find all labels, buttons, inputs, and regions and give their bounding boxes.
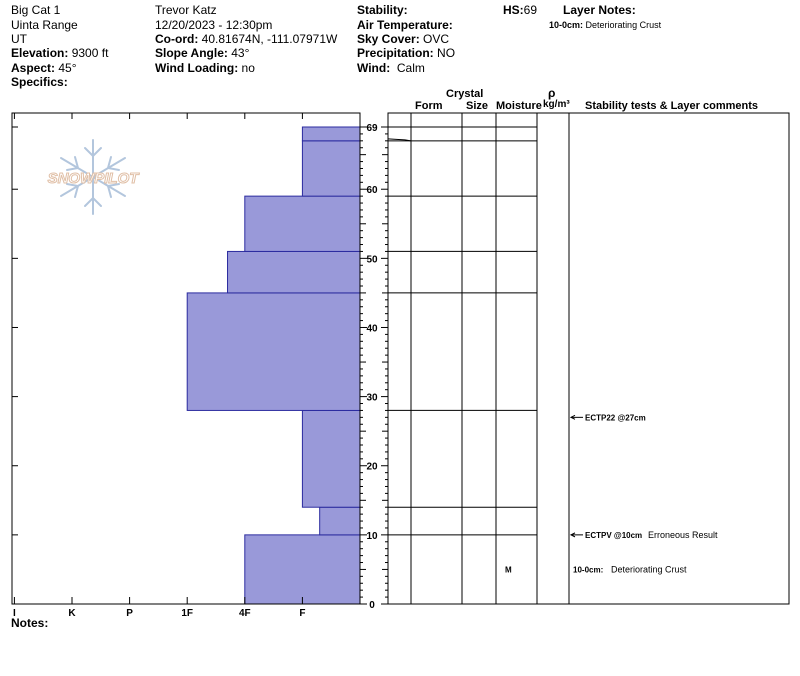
snowpilot-logo: SNOWPILOT bbox=[47, 139, 141, 215]
precip-value: NO bbox=[437, 46, 456, 60]
depth-tick-label: 40 bbox=[366, 323, 378, 334]
slope-label: Slope Angle: bbox=[155, 46, 228, 60]
hardness-bar-7 bbox=[301, 126, 361, 142]
sky-value: OVC bbox=[423, 32, 450, 46]
depth-tick-label: 69 bbox=[366, 123, 378, 134]
hardness-bar-4 bbox=[227, 250, 361, 294]
precip-label: Precipitation: bbox=[357, 46, 434, 60]
wind-loading-value: no bbox=[241, 61, 255, 75]
depth-tick-label: 60 bbox=[366, 185, 378, 196]
hardness-bar-1 bbox=[319, 506, 361, 536]
notes-label: Notes: bbox=[11, 616, 49, 630]
hardness-tick-label: 4F bbox=[239, 608, 251, 619]
depth-tick-labels: 0 10 20 30 40 50 60 69 bbox=[366, 123, 378, 611]
layer-note-text: Deteriorating Crust bbox=[585, 20, 662, 30]
wind-loading-row: Wind Loading: no bbox=[155, 61, 255, 75]
aspect-value: 45° bbox=[58, 61, 77, 75]
depth-tick-label: 30 bbox=[366, 393, 378, 404]
depth-ticks-right bbox=[381, 126, 388, 605]
annotations: M ECTP22 @27cm ECTPV @10cm Erroneous Result… bbox=[505, 413, 718, 574]
precip-row: Precipitation: NO bbox=[357, 46, 455, 60]
sky-row: Sky Cover: OVC bbox=[357, 32, 449, 46]
wind-label: Wind: bbox=[357, 61, 391, 75]
layer-comment-text: Deteriorating Crust bbox=[611, 564, 687, 574]
state: UT bbox=[11, 32, 27, 46]
hs-label: HS: bbox=[503, 3, 524, 17]
hardness-bar-2 bbox=[301, 409, 361, 508]
stability-test-code: ECTPV @10cm bbox=[585, 531, 642, 540]
depth-tick-label: 10 bbox=[366, 531, 378, 542]
moisture-label: M bbox=[505, 565, 512, 574]
observation-datetime: 12/20/2023 - 12:30pm bbox=[155, 18, 273, 32]
depth-tick-label: 20 bbox=[366, 462, 378, 473]
mountain-range: Uinta Range bbox=[11, 18, 78, 32]
coord-value: 40.81674N, -111.07971W bbox=[201, 32, 338, 46]
hardness-bar-3 bbox=[186, 292, 361, 411]
wind-loading-label: Wind Loading: bbox=[155, 61, 239, 75]
hardness-tick-label: K bbox=[68, 608, 76, 619]
size-header: Size bbox=[466, 100, 489, 112]
elevation-value: 9300 ft bbox=[71, 46, 109, 60]
depth-tick-label: 50 bbox=[366, 254, 378, 265]
hs-row: HS:69 bbox=[503, 3, 537, 17]
hardness-tick-label: P bbox=[126, 608, 133, 619]
stability-test-comment: Erroneous Result bbox=[648, 530, 718, 540]
hardness-tick-label: F bbox=[299, 608, 305, 619]
arrow-head-icon bbox=[569, 532, 576, 538]
elevation-label: Elevation: bbox=[11, 46, 69, 60]
hardness-bar-0 bbox=[244, 534, 361, 605]
layer-notes-label: Layer Notes: bbox=[563, 3, 636, 17]
stability-label: Stability: bbox=[357, 3, 408, 17]
stability-test-code: ECTP22 @27cm bbox=[585, 413, 646, 422]
observer-name: Trevor Katz bbox=[155, 3, 217, 17]
layer-note-row: 10-0cm: Deteriorating Crust bbox=[549, 18, 661, 32]
coord-row: Co-ord: 40.81674N, -111.07971W bbox=[155, 32, 337, 46]
wind-row: Wind: Calm bbox=[357, 61, 425, 75]
specifics-label: Specifics: bbox=[11, 75, 68, 89]
depth-tick-label: 0 bbox=[369, 600, 375, 611]
hardness-tick-label: 1F bbox=[181, 608, 193, 619]
surface-connector bbox=[387, 138, 412, 142]
hardness-frame bbox=[11, 112, 361, 605]
wind-value: Calm bbox=[396, 61, 425, 75]
coord-label: Co-ord: bbox=[155, 32, 199, 46]
hs-value: 69 bbox=[523, 3, 538, 17]
layer-boundary-lines bbox=[387, 126, 537, 536]
air-temp-label: Air Temperature: bbox=[357, 18, 453, 32]
depth-ticks-left bbox=[12, 126, 367, 605]
hardness-bars bbox=[186, 126, 361, 605]
slope-row: Slope Angle: 43° bbox=[155, 46, 249, 60]
crystal-header: Crystal bbox=[446, 88, 484, 100]
aspect-label: Aspect: bbox=[11, 61, 56, 75]
density-unit-header: kg/m³ bbox=[543, 99, 570, 110]
hardness-bar-5 bbox=[244, 195, 361, 252]
location-name: Big Cat 1 bbox=[11, 3, 61, 17]
layer-comment-range: 10-0cm: bbox=[573, 565, 603, 574]
form-header: Form bbox=[415, 100, 443, 112]
layer-grid-frame bbox=[387, 112, 790, 605]
slope-value: 43° bbox=[231, 46, 250, 60]
rho-header: ρ bbox=[548, 86, 556, 100]
hardness-tick-labels: I K P 1F 4F F bbox=[13, 113, 305, 619]
arrow-head-icon bbox=[569, 414, 576, 420]
layer-note-range: 10-0cm: bbox=[549, 20, 584, 30]
hardness-tick-label: I bbox=[13, 608, 16, 619]
hardness-bar-6 bbox=[301, 140, 361, 197]
comments-header: Stability tests & Layer comments bbox=[585, 100, 759, 112]
snowflake-icon bbox=[60, 139, 126, 215]
moisture-header: Moisture bbox=[496, 100, 542, 112]
logo-text: SNOWPILOT bbox=[48, 170, 141, 187]
elevation-row: Elevation: 9300 ft bbox=[11, 46, 108, 60]
sky-label: Sky Cover: bbox=[357, 32, 420, 46]
aspect-row: Aspect: 45° bbox=[11, 61, 77, 75]
